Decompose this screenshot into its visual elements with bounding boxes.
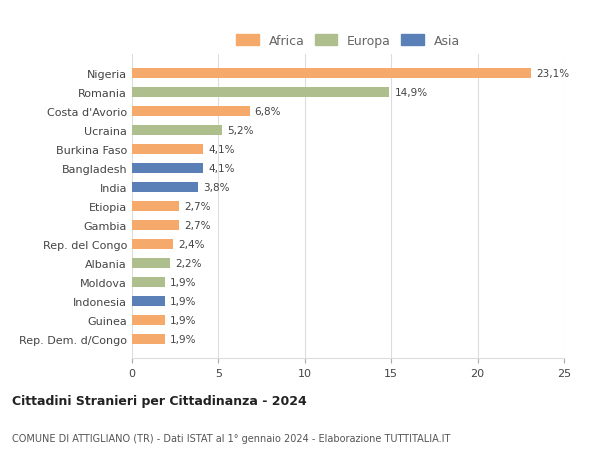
Text: 4,1%: 4,1% xyxy=(208,145,235,155)
Bar xyxy=(132,145,203,155)
Bar xyxy=(132,277,165,287)
Bar xyxy=(132,315,165,325)
Text: 5,2%: 5,2% xyxy=(227,126,254,136)
Text: 2,7%: 2,7% xyxy=(184,220,211,230)
Text: Cittadini Stranieri per Cittadinanza - 2024: Cittadini Stranieri per Cittadinanza - 2… xyxy=(12,394,307,407)
Text: 2,2%: 2,2% xyxy=(175,258,202,269)
Bar xyxy=(132,220,179,231)
Bar xyxy=(132,69,531,79)
Bar xyxy=(132,126,222,136)
Text: 6,8%: 6,8% xyxy=(254,107,281,117)
Text: 1,9%: 1,9% xyxy=(170,334,197,344)
Bar xyxy=(132,239,173,250)
Legend: Africa, Europa, Asia: Africa, Europa, Asia xyxy=(233,31,464,51)
Text: 3,8%: 3,8% xyxy=(203,183,229,193)
Bar xyxy=(132,163,203,174)
Bar xyxy=(132,296,165,307)
Text: 23,1%: 23,1% xyxy=(536,69,569,79)
Bar xyxy=(132,106,250,117)
Text: 4,1%: 4,1% xyxy=(208,164,235,174)
Bar xyxy=(132,334,165,344)
Text: 1,9%: 1,9% xyxy=(170,296,197,306)
Text: 1,9%: 1,9% xyxy=(170,315,197,325)
Bar xyxy=(132,202,179,212)
Bar xyxy=(132,182,197,193)
Text: COMUNE DI ATTIGLIANO (TR) - Dati ISTAT al 1° gennaio 2024 - Elaborazione TUTTITA: COMUNE DI ATTIGLIANO (TR) - Dati ISTAT a… xyxy=(12,433,451,442)
Bar xyxy=(132,88,389,98)
Text: 1,9%: 1,9% xyxy=(170,277,197,287)
Text: 2,4%: 2,4% xyxy=(179,240,205,249)
Text: 2,7%: 2,7% xyxy=(184,202,211,212)
Text: 14,9%: 14,9% xyxy=(395,88,428,98)
Bar xyxy=(132,258,170,269)
